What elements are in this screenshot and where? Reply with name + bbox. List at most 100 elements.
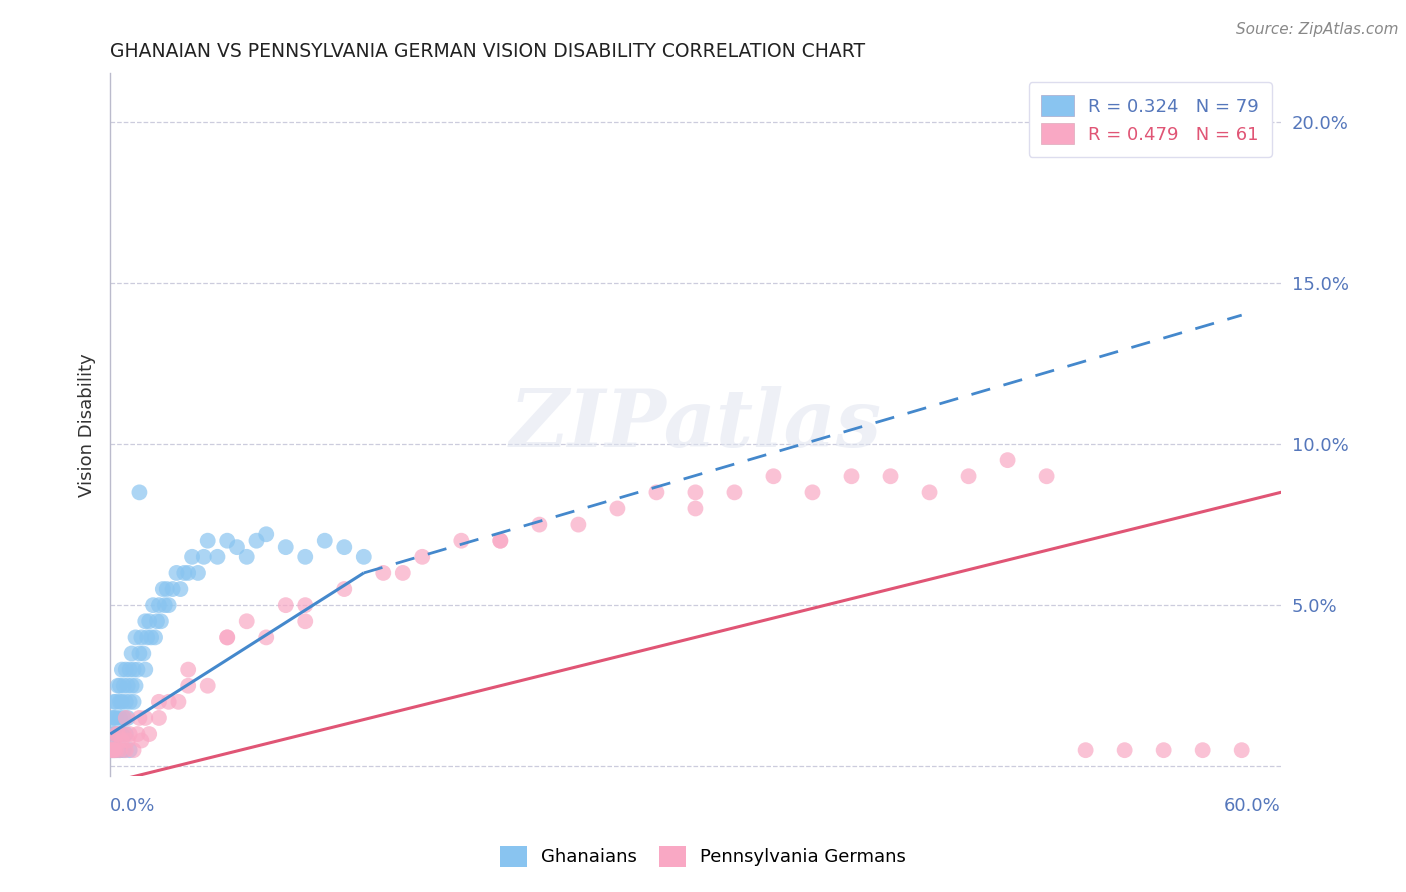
Point: [108, 743, 131, 757]
Point: [197, 533, 219, 548]
Point: [274, 598, 297, 612]
Point: [112, 743, 135, 757]
Point: [187, 566, 209, 580]
Point: [114, 695, 136, 709]
Point: [114, 663, 136, 677]
Point: [166, 566, 188, 580]
Point: [131, 733, 153, 747]
Point: [274, 540, 297, 554]
Point: [121, 647, 143, 661]
Point: [957, 469, 980, 483]
Point: [112, 727, 135, 741]
Legend: Ghanaians, Pennsylvania Germans: Ghanaians, Pennsylvania Germans: [492, 838, 914, 874]
Point: [645, 485, 668, 500]
Point: [134, 663, 156, 677]
Point: [167, 695, 190, 709]
Point: [762, 469, 785, 483]
Point: [112, 711, 135, 725]
Point: [105, 727, 128, 741]
Point: [177, 566, 200, 580]
Point: [294, 549, 316, 564]
Point: [217, 631, 239, 645]
Point: [136, 631, 159, 645]
Point: [101, 711, 124, 725]
Point: [103, 743, 125, 757]
Point: [101, 743, 124, 757]
Point: [103, 727, 125, 741]
Point: [157, 598, 180, 612]
Text: GHANAIAN VS PENNSYLVANIA GERMAN VISION DISABILITY CORRELATION CHART: GHANAIAN VS PENNSYLVANIA GERMAN VISION D…: [110, 42, 865, 61]
Point: [153, 598, 176, 612]
Point: [138, 727, 160, 741]
Point: [1074, 743, 1097, 757]
Point: [391, 566, 413, 580]
Point: [217, 631, 239, 645]
Point: [128, 647, 150, 661]
Point: [197, 679, 219, 693]
Point: [124, 679, 146, 693]
Point: [134, 614, 156, 628]
Point: [245, 533, 267, 548]
Point: [1191, 743, 1213, 757]
Point: [723, 485, 745, 500]
Point: [156, 582, 179, 596]
Point: [108, 679, 131, 693]
Point: [108, 743, 131, 757]
Point: [114, 743, 136, 757]
Point: [1230, 743, 1253, 757]
Point: [107, 727, 129, 741]
Point: [173, 566, 195, 580]
Point: [118, 663, 141, 677]
Text: Source: ZipAtlas.com: Source: ZipAtlas.com: [1236, 22, 1399, 37]
Point: [117, 679, 139, 693]
Point: [567, 517, 589, 532]
Point: [114, 727, 136, 741]
Point: [105, 743, 128, 757]
Point: [103, 743, 125, 757]
Point: [117, 733, 139, 747]
Point: [142, 598, 165, 612]
Point: [114, 711, 136, 725]
Point: [169, 582, 191, 596]
Point: [124, 631, 146, 645]
Point: [138, 614, 160, 628]
Point: [111, 733, 134, 747]
Point: [606, 501, 628, 516]
Point: [143, 631, 166, 645]
Point: [177, 679, 200, 693]
Point: [105, 743, 128, 757]
Point: [1114, 743, 1136, 757]
Point: [879, 469, 901, 483]
Point: [139, 631, 162, 645]
Point: [918, 485, 941, 500]
Point: [1035, 469, 1057, 483]
Point: [118, 695, 141, 709]
Point: [489, 533, 512, 548]
Point: [235, 614, 257, 628]
Point: [353, 549, 375, 564]
Point: [101, 743, 124, 757]
Point: [207, 549, 229, 564]
Point: [105, 695, 128, 709]
Point: [131, 631, 153, 645]
Point: [111, 663, 134, 677]
Point: [101, 727, 124, 741]
Point: [111, 727, 134, 741]
Point: [117, 711, 139, 725]
Point: [314, 533, 336, 548]
Point: [107, 679, 129, 693]
Point: [841, 469, 863, 483]
Point: [997, 453, 1019, 467]
Point: [685, 485, 707, 500]
Point: [132, 647, 155, 661]
Point: [128, 485, 150, 500]
Point: [333, 582, 356, 596]
Point: [254, 631, 277, 645]
Point: [121, 679, 143, 693]
Point: [111, 695, 134, 709]
Point: [101, 743, 124, 757]
Point: [193, 549, 215, 564]
Point: [254, 527, 277, 541]
Point: [127, 727, 149, 741]
Point: [122, 743, 145, 757]
